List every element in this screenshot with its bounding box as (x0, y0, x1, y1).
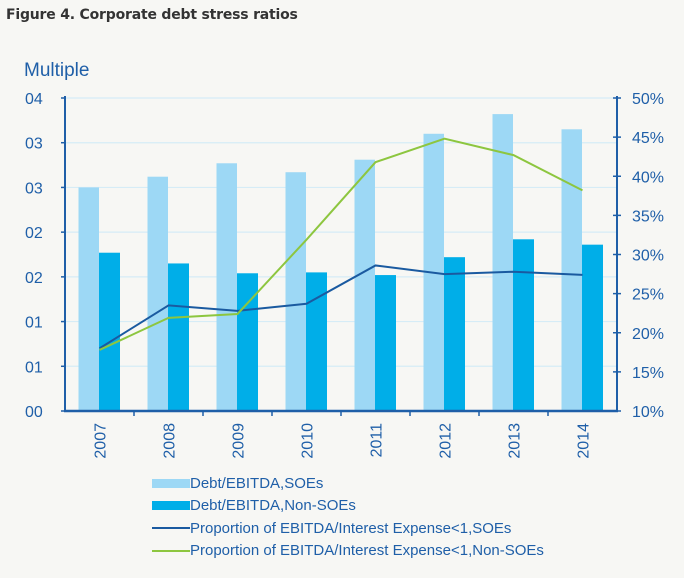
y-right-tick-label: 25% (632, 287, 664, 304)
legend-swatch-soe-line (152, 527, 190, 530)
bar-nonsoe-2014 (582, 244, 603, 411)
line-soe (98, 264, 583, 350)
y-right-tick-label: 50% (632, 91, 664, 108)
y-right-tick-label: 10% (632, 404, 664, 421)
x-tick-label: 2014 (576, 423, 593, 459)
axes (61, 96, 621, 416)
legend-label: Debt/EBITDA,Non-SOEs (190, 497, 356, 515)
bar-nonsoe-2012 (444, 257, 465, 411)
x-tick-label: 2010 (300, 423, 317, 459)
bar-soe-2009 (216, 163, 237, 411)
legend-item-nonsoe-bar: Debt/EBITDA,Non-SOEs (152, 495, 544, 518)
y-right-tick-label: 20% (632, 326, 664, 343)
bar-soe-2014 (561, 129, 582, 412)
bar-soe-2008 (147, 176, 168, 411)
legend-swatch-nonsoe-bar (152, 501, 190, 511)
y-axis-left-label: Multiple (24, 60, 90, 81)
legend-item-soe-bar: Debt/EBITDA,SOEs (152, 472, 544, 495)
bar-nonsoe-2013 (513, 239, 534, 411)
bar-nonsoe-2007 (99, 252, 120, 411)
legend-swatch-soe-bar (152, 478, 190, 488)
y-right-tick-label: 15% (632, 365, 664, 382)
legend-swatch-nonsoe-line (152, 549, 190, 552)
chart-area: 00 01 01 02 02 03 03 04 10% 15% 20% 25% 30% 35% 40% 45%… (25, 91, 664, 459)
bar-soe-2010 (285, 172, 306, 411)
bar-nonsoe-2011 (375, 275, 396, 411)
y-left-tick-label: 01 (25, 315, 43, 332)
tick-labels: 00 01 01 02 02 03 03 04 10% 15% 20% 25% 30% 35% 40% 45%… (25, 91, 664, 459)
bar-soe-2007 (78, 187, 99, 411)
y-left-tick-label: 00 (25, 404, 43, 421)
legend-label: Proportion of EBITDA/Interest Expense<1,… (190, 519, 512, 537)
bars (78, 114, 603, 412)
x-tick-label: 2008 (162, 423, 179, 459)
bar-soe-2013 (492, 114, 513, 412)
x-tick-label: 2013 (507, 423, 524, 459)
y-left-tick-label: 01 (25, 359, 43, 376)
y-right-tick-label: 40% (632, 169, 664, 186)
y-left-tick-label: 03 (25, 180, 43, 197)
legend-item-nonsoe-line: Proportion of EBITDA/Interest Expense<1,… (152, 540, 544, 563)
y-left-tick-label: 02 (25, 270, 43, 287)
bar-nonsoe-2010 (306, 272, 327, 411)
line-nonsoe (99, 137, 583, 351)
y-right-tick-label: 35% (632, 208, 664, 225)
bar-soe-2011 (354, 159, 375, 411)
y-left-tick-label: 04 (25, 91, 43, 108)
bar-nonsoe-2008 (168, 263, 189, 411)
figure-title: Figure 4. Corporate debt stress ratios (6, 7, 298, 23)
x-tick-label: 2012 (438, 423, 455, 459)
legend-label: Proportion of EBITDA/Interest Expense<1,… (190, 542, 544, 560)
y-right-tick-label: 45% (632, 130, 664, 147)
x-tick-label: 2007 (93, 423, 110, 459)
legend-label: Debt/EBITDA,SOEs (190, 474, 324, 492)
y-left-tick-label: 02 (25, 225, 43, 242)
legend-item-soe-line: Proportion of EBITDA/Interest Expense<1,… (152, 517, 544, 540)
x-tick-label: 2011 (369, 423, 386, 458)
y-right-tick-label: 30% (632, 248, 664, 265)
y-left-tick-label: 03 (25, 136, 43, 153)
lines (98, 137, 583, 351)
legend: Debt/EBITDA,SOEs Debt/EBITDA,Non-SOEs Pr… (152, 472, 544, 562)
x-tick-label: 2009 (231, 423, 248, 459)
